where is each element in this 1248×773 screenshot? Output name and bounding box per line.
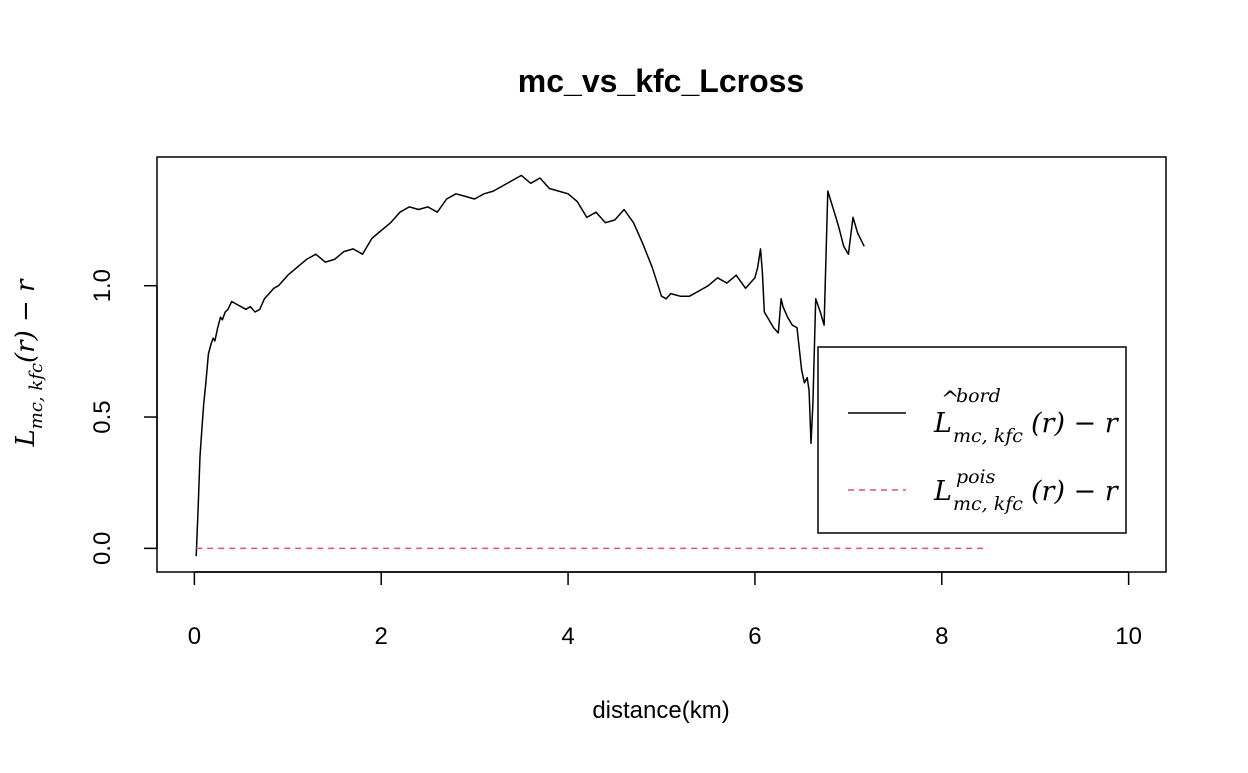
x-tick-label: 4	[561, 623, 574, 650]
legend-box	[817, 346, 1127, 534]
y-axis-label: Lmc, kfc(r) − r	[11, 278, 47, 448]
series-layer	[195, 174, 989, 557]
legend-label-bord: Lbord mc, kfc (r) − r	[933, 385, 1120, 447]
x-tick-label: 10	[1115, 623, 1142, 650]
axes-layer: 0 2 4 6 8 10 0.0 0.5 1.0	[89, 156, 1167, 650]
x-tick-label: 6	[748, 623, 761, 650]
y-tick-label: 0.0	[89, 532, 116, 565]
series-line-bord	[195, 174, 865, 557]
legend-hat-bord: ^	[941, 388, 959, 413]
y-tick-label: 1.0	[89, 269, 116, 302]
y-axis-label-rest: (r) − r	[11, 278, 41, 363]
y-axis-label-base: L	[11, 429, 41, 447]
x-axis-label: distance(km)	[592, 697, 729, 724]
y-axis-label-sub: mc, kfc	[26, 363, 47, 429]
y-tick-label: 0.5	[89, 400, 116, 433]
svg-text:Lmc, kfc(r) − r: Lmc, kfc(r) − r	[11, 278, 47, 448]
x-tick-label: 2	[375, 623, 388, 650]
x-tick-label: 8	[935, 623, 948, 650]
x-tick-label: 0	[188, 623, 201, 650]
chart-title: mc_vs_kfc_Lcross	[518, 63, 804, 99]
